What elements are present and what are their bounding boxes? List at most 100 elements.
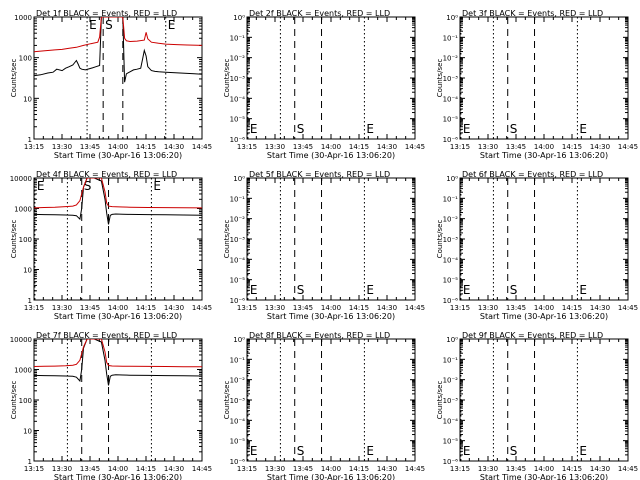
panel-det-2: Det 2f BLACK = Events, RED = LLD 10⁻⁶ 10⁻⁵…	[223, 9, 425, 160]
x-tick-label: 14:15	[136, 304, 156, 312]
y-tick-label: 10⁻²	[230, 377, 246, 385]
x-tick-label: 13:15	[450, 465, 470, 473]
y-axis-label: Counts/sec	[436, 220, 444, 259]
event-marker-label: E	[579, 283, 587, 297]
y-tick-label: 10⁻¹	[443, 195, 459, 203]
series-lld	[34, 17, 202, 53]
x-tick-label: 14:15	[136, 143, 156, 151]
y-tick-label: 10⁻⁴	[443, 417, 459, 425]
x-tick-label: 14:15	[136, 465, 156, 473]
y-tick-label: 10	[23, 267, 32, 275]
y-tick-label: 10⁻⁵	[230, 277, 246, 285]
y-tick-label: 10	[23, 428, 32, 436]
x-tick-label: 13:45	[80, 304, 100, 312]
y-tick-label: 10⁻¹	[443, 34, 459, 42]
y-tick-label: 1	[28, 297, 32, 305]
x-tick-label: 13:30	[265, 304, 285, 312]
event-marker-label: E	[89, 18, 97, 32]
event-marker-label: E	[463, 283, 471, 297]
event-marker-label: E	[579, 444, 587, 458]
x-axis-label: Start Time (30-Apr-16 13:06:20)	[267, 151, 395, 160]
y-tick-label: 10⁻⁵	[443, 116, 459, 124]
y-tick-label: 10⁻⁵	[443, 438, 459, 446]
event-marker-label: S	[510, 283, 518, 297]
panel-det-9: Det 9f BLACK = Events, RED = LLD 10⁻⁶ 10⁻⁵…	[436, 331, 638, 480]
x-tick-label: 14:45	[192, 304, 212, 312]
x-tick-label: 13:15	[24, 304, 44, 312]
y-axis-label: Counts/sec	[223, 381, 231, 420]
plot-frame	[459, 338, 629, 462]
x-tick-label: 14:00	[108, 143, 128, 151]
y-tick-label: 10	[23, 95, 32, 103]
y-tick-label: 1000	[14, 14, 32, 22]
event-marker-label: S	[510, 122, 518, 136]
x-axis-label: Start Time (30-Apr-16 13:06:20)	[480, 473, 608, 480]
series-events	[34, 339, 202, 386]
x-tick-label: 13:45	[293, 143, 313, 151]
panel-det-8: Det 8f BLACK = Events, RED = LLD 10⁻⁶ 10⁻⁵…	[223, 331, 425, 480]
event-marker-label: S	[510, 444, 518, 458]
plot-frame	[33, 338, 203, 462]
panel-title: Det 1f BLACK = Events, RED = LLD	[36, 9, 177, 18]
event-marker-label: S	[297, 283, 305, 297]
y-tick-label: 10⁻⁴	[443, 95, 459, 103]
series-events	[34, 17, 202, 83]
x-axis-label: Start Time (30-Apr-16 13:06:20)	[54, 151, 182, 160]
x-tick-label: 14:30	[164, 465, 184, 473]
y-tick-label: 10⁻⁶	[230, 297, 246, 305]
x-tick-label: 13:30	[52, 304, 72, 312]
y-axis-label: Counts/sec	[223, 59, 231, 98]
x-axis-label: Start Time (30-Apr-16 13:06:20)	[480, 151, 608, 160]
y-tick-label: 10⁻¹	[443, 356, 459, 364]
panel-title: Det 6f BLACK = Events, RED = LLD	[462, 170, 603, 179]
y-tick-label: 10000	[10, 336, 32, 344]
y-tick-label: 10⁰	[233, 336, 245, 344]
y-tick-label: 10⁻⁶	[443, 136, 459, 144]
panel-det-3: Det 3f BLACK = Events, RED = LLD 10⁻⁶ 10⁻⁵…	[436, 9, 638, 160]
x-tick-label: 14:00	[321, 304, 341, 312]
y-tick-label: 10⁻³	[443, 397, 459, 405]
x-tick-label: 13:15	[450, 304, 470, 312]
x-tick-label: 13:45	[293, 465, 313, 473]
x-tick-label: 13:15	[24, 465, 44, 473]
x-tick-label: 13:30	[265, 465, 285, 473]
x-tick-label: 14:30	[164, 304, 184, 312]
series-lld	[34, 178, 202, 209]
y-tick-label: 100	[19, 397, 32, 405]
event-marker-label: E	[37, 179, 45, 193]
x-axis-label: Start Time (30-Apr-16 13:06:20)	[54, 312, 182, 321]
x-tick-label: 13:45	[80, 465, 100, 473]
x-tick-label: 14:30	[590, 143, 610, 151]
x-tick-label: 14:15	[562, 465, 582, 473]
panel-det-5: Det 5f BLACK = Events, RED = LLD 10⁻⁶ 10⁻⁵…	[223, 170, 425, 321]
x-tick-label: 14:30	[377, 465, 397, 473]
y-tick-label: 100	[19, 55, 32, 63]
plot-frame	[33, 16, 203, 140]
panel-title: Det 5f BLACK = Events, RED = LLD	[249, 170, 390, 179]
panel-title: Det 3f BLACK = Events, RED = LLD	[462, 9, 603, 18]
x-tick-label: 14:00	[534, 465, 554, 473]
x-tick-label: 14:30	[164, 143, 184, 151]
x-tick-label: 13:45	[506, 304, 526, 312]
y-tick-label: 10⁻³	[443, 75, 459, 83]
panel-det-1: Det 1f BLACK = Events, RED = LLD 1 10 100 10…	[10, 9, 212, 160]
x-tick-label: 13:15	[24, 143, 44, 151]
plot-frame	[246, 177, 416, 301]
event-marker-label: E	[579, 122, 587, 136]
y-axis-label: Counts/sec	[10, 59, 18, 98]
x-tick-label: 13:45	[506, 465, 526, 473]
x-tick-label: 14:00	[321, 143, 341, 151]
y-tick-label: 10⁻³	[443, 236, 459, 244]
y-tick-label: 10⁻²	[230, 216, 246, 224]
x-tick-label: 14:15	[349, 143, 369, 151]
y-tick-label: 100	[19, 236, 32, 244]
y-tick-label: 10⁻⁶	[230, 136, 246, 144]
x-tick-label: 14:00	[534, 143, 554, 151]
x-tick-label: 13:45	[506, 143, 526, 151]
x-tick-label: 14:15	[562, 143, 582, 151]
plot-frame	[33, 177, 203, 301]
y-axis-label: Counts/sec	[436, 59, 444, 98]
x-tick-label: 14:00	[534, 304, 554, 312]
y-tick-label: 10⁰	[233, 14, 245, 22]
x-tick-label: 13:45	[293, 304, 313, 312]
